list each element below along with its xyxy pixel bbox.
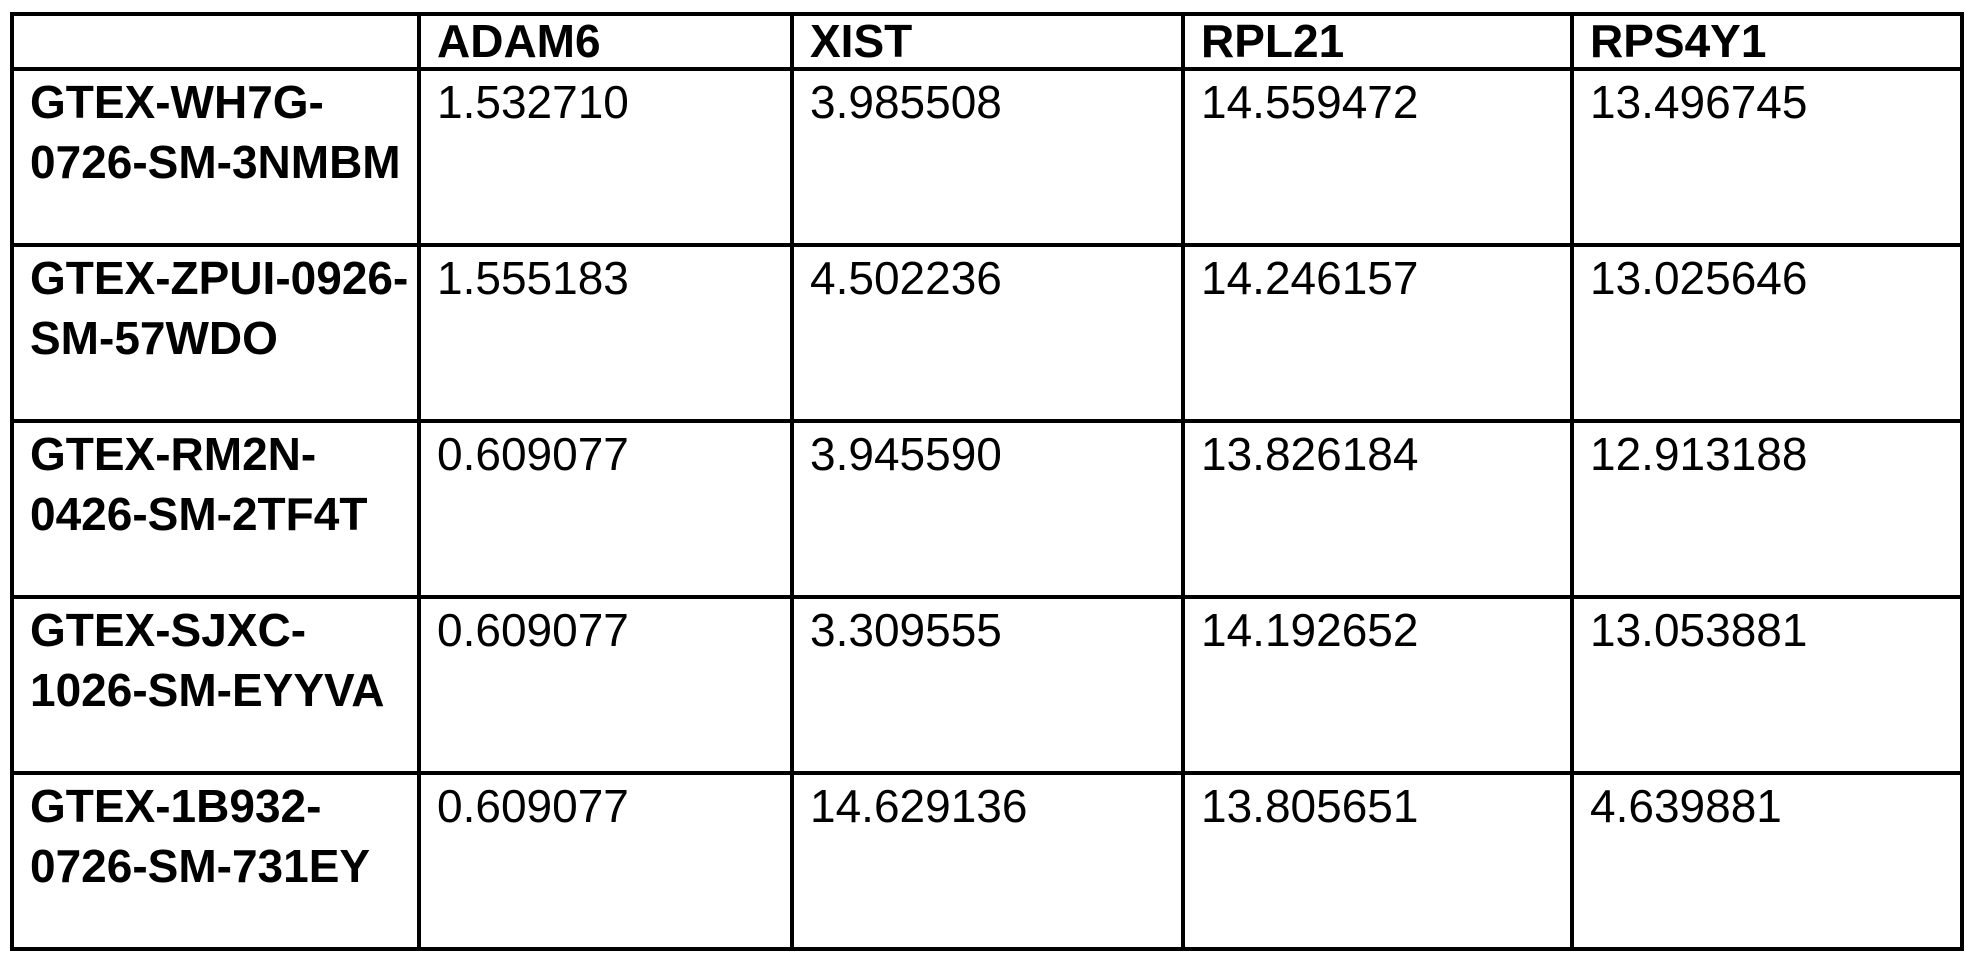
table-row: GTEX-RM2N-0426-SM-2TF4T 0.609077 3.94559… [10, 419, 1964, 600]
table-row: GTEX-1B932-0726-SM-731EY 0.609077 14.629… [10, 771, 1964, 952]
cell-value: 4.639881 [1570, 771, 1964, 952]
cell-value: 13.496745 [1570, 67, 1964, 248]
cell-value: 13.025646 [1570, 243, 1964, 424]
cell-value: 0.609077 [417, 771, 794, 952]
cell-value: 13.053881 [1570, 595, 1964, 776]
cell-value: 0.609077 [417, 419, 794, 600]
cell-value: 13.805651 [1181, 771, 1574, 952]
header-row: ADAM6 XIST RPL21 RPS4Y1 [10, 11, 1964, 72]
column-header-xist: XIST [790, 11, 1185, 72]
cell-value: 13.826184 [1181, 419, 1574, 600]
cell-value: 4.502236 [790, 243, 1185, 424]
table-row: GTEX-WH7G-0726-SM-3NMBM 1.532710 3.98550… [10, 67, 1964, 248]
table-row: GTEX-ZPUI-0926-SM-57WDO 1.555183 4.50223… [10, 243, 1964, 424]
cell-value: 14.559472 [1181, 67, 1574, 248]
cell-value: 14.246157 [1181, 243, 1574, 424]
row-header-sample-2: GTEX-ZPUI-0926-SM-57WDO [10, 243, 421, 424]
column-header-rpl21: RPL21 [1181, 11, 1574, 72]
column-header-adam6: ADAM6 [417, 11, 794, 72]
cell-value: 14.629136 [790, 771, 1185, 952]
row-header-sample-1: GTEX-WH7G-0726-SM-3NMBM [10, 67, 421, 248]
table-row: GTEX-SJXC-1026-SM-EYYVA 0.609077 3.30955… [10, 595, 1964, 776]
corner-cell [10, 11, 421, 72]
cell-value: 12.913188 [1570, 419, 1964, 600]
cell-value: 3.985508 [790, 67, 1185, 248]
row-header-sample-5: GTEX-1B932-0726-SM-731EY [10, 771, 421, 952]
expression-table-container: ADAM6 XIST RPL21 RPS4Y1 GTEX-WH7G-0726-S… [10, 11, 1964, 952]
cell-value: 1.555183 [417, 243, 794, 424]
cell-value: 14.192652 [1181, 595, 1574, 776]
column-header-rps4y1: RPS4Y1 [1570, 11, 1964, 72]
cell-value: 1.532710 [417, 67, 794, 248]
row-header-sample-3: GTEX-RM2N-0426-SM-2TF4T [10, 419, 421, 600]
cell-value: 0.609077 [417, 595, 794, 776]
cell-value: 3.945590 [790, 419, 1185, 600]
row-header-sample-4: GTEX-SJXC-1026-SM-EYYVA [10, 595, 421, 776]
gene-expression-table: ADAM6 XIST RPL21 RPS4Y1 GTEX-WH7G-0726-S… [10, 11, 1964, 952]
cell-value: 3.309555 [790, 595, 1185, 776]
